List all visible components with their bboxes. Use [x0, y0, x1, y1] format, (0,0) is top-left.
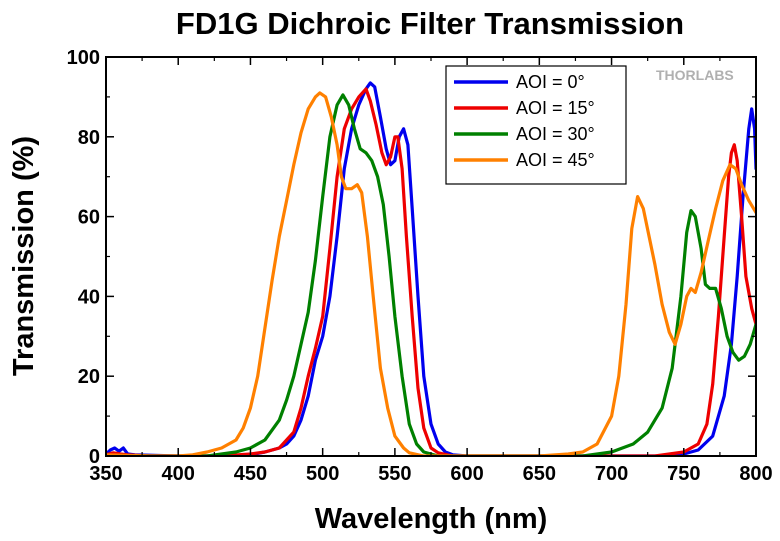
thorlabs-logo: THORLABS: [656, 67, 734, 83]
series-line-0: [106, 81, 756, 456]
chart-title: FD1G Dichroic Filter Transmission: [176, 6, 684, 41]
y-tick-label: 40: [78, 286, 100, 308]
y-axis-label: Transmission (%): [8, 136, 40, 376]
x-tick-label: 800: [739, 463, 772, 485]
legend: AOI = 0° AOI = 15° AOI = 30° AOI = 45°: [445, 65, 627, 185]
y-tick-label: 80: [78, 127, 100, 149]
y-tick-label: 0: [89, 446, 100, 468]
series-line-1: [106, 87, 756, 456]
y-tick-label: 60: [78, 207, 100, 229]
tick-labels: 350 400 450 500 550 600 650 700 750 800 0 20 40 60 80 1…: [67, 47, 773, 485]
x-tick-label: 450: [234, 463, 267, 485]
x-tick-label: 550: [378, 463, 411, 485]
x-tick-label: 650: [523, 463, 556, 485]
x-tick-label: 500: [306, 463, 339, 485]
x-tick-label: 600: [450, 463, 483, 485]
x-tick-label: 750: [667, 463, 700, 485]
legend-label: AOI = 15°: [516, 98, 595, 118]
legend-label: AOI = 45°: [516, 150, 595, 170]
series-line-3: [106, 91, 756, 456]
series-line-2: [106, 93, 756, 456]
y-tick-label: 100: [67, 47, 100, 69]
plot-lines: [106, 81, 756, 456]
x-tick-label: 350: [89, 463, 122, 485]
x-tick-label: 400: [162, 463, 195, 485]
x-tick-label: 700: [595, 463, 628, 485]
legend-label: AOI = 30°: [516, 124, 595, 144]
ticks: [105, 56, 757, 457]
legend-label: AOI = 0°: [516, 72, 585, 92]
y-tick-label: 20: [78, 366, 100, 388]
legend-box: [445, 65, 627, 185]
plot-frame: [105, 56, 757, 457]
x-axis-label: Wavelength (nm): [315, 503, 548, 535]
logo-text: THORLABS: [656, 67, 734, 83]
